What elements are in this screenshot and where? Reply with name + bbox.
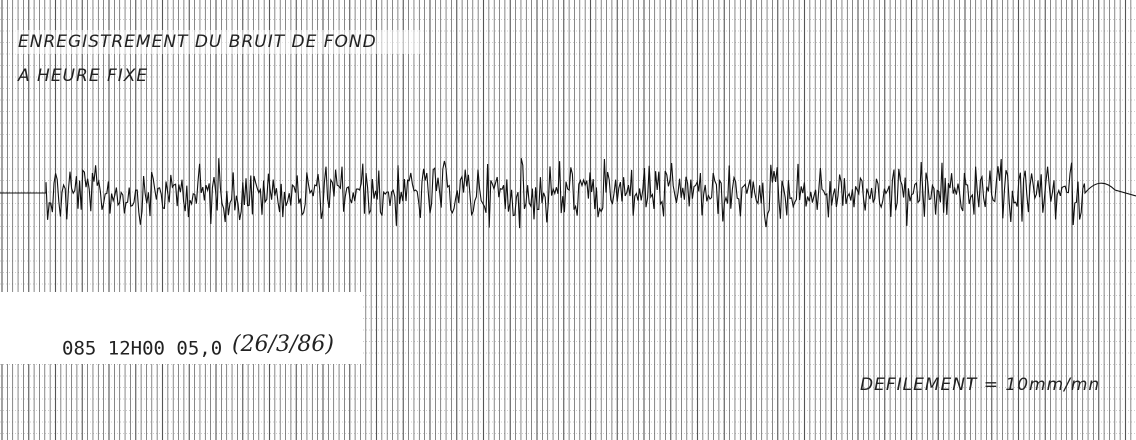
seismic-trace (0, 157, 1136, 229)
header: ENREGISTREMENT DU BRUIT DE FOND A HEURE … (14, 30, 424, 86)
paper-speed: DEFILEMENT = 10mm/mn (860, 375, 1100, 395)
header-line: ENREGISTREMENT DU BRUIT DE FOND (18, 32, 377, 52)
header-backdrop (14, 30, 424, 54)
label-box (0, 292, 362, 364)
station-code: 085 12H00 05,0 (62, 338, 222, 360)
header-line: A HEURE FIXE (17, 66, 148, 86)
record-date: (26/3/86) (232, 332, 334, 357)
